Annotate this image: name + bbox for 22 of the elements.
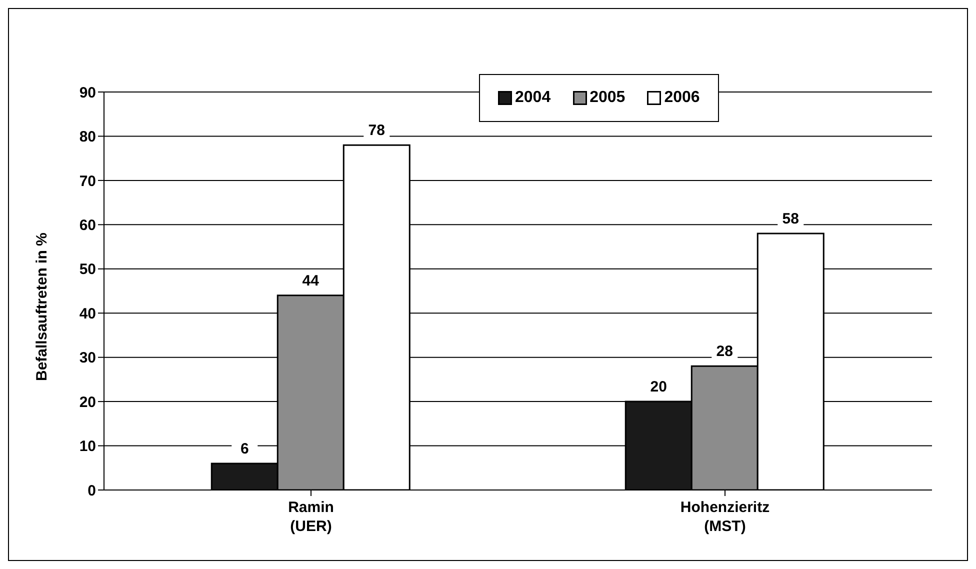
y-tick-label: 70: [79, 172, 96, 190]
y-tick-label: 30: [79, 350, 96, 367]
y-tick-label: 10: [79, 438, 96, 456]
y-tick-label: 90: [79, 84, 96, 102]
data-label: 78: [368, 122, 385, 140]
y-tick-label: 50: [79, 261, 96, 278]
y-tick-label: 40: [79, 305, 96, 322]
y-tick-label: 60: [79, 216, 96, 234]
y-tick-label: 0: [88, 482, 96, 500]
y-tick-label: 20: [79, 394, 96, 411]
y-axis-title: Befallsauftreten in %: [33, 232, 50, 381]
x-tick-label: Hohenzieritz (MST): [680, 499, 770, 535]
data-label: 28: [716, 343, 733, 360]
x-tick-label: Ramin (UER): [288, 499, 334, 535]
data-label: 6: [240, 440, 249, 458]
data-label: 44: [302, 272, 320, 290]
legend-label: 2005: [588, 89, 626, 107]
data-label: 58: [782, 210, 799, 228]
y-tick-label: 80: [79, 128, 96, 146]
legend-label: 2006: [663, 89, 700, 107]
legend-label: 2004: [514, 89, 551, 107]
data-label: 20: [650, 378, 667, 396]
